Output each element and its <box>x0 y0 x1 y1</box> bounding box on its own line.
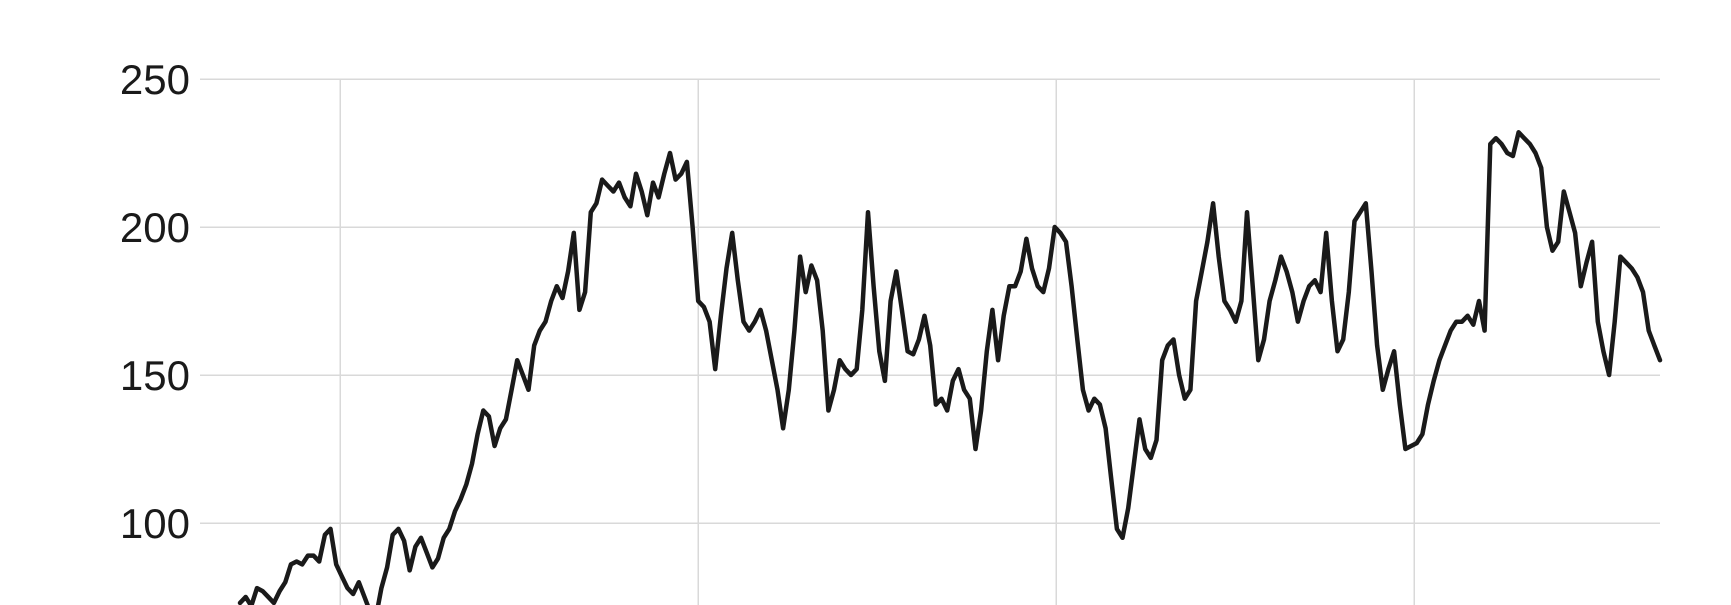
y-tick-label: 100 <box>120 500 190 547</box>
series-line-1 <box>237 130 1663 605</box>
grid <box>200 78 1660 605</box>
y-axis-ticks: 100 150 200 250 <box>120 56 190 547</box>
y-tick-label: 250 <box>120 56 190 103</box>
series-layer <box>237 130 1663 605</box>
y-tick-label: 200 <box>120 204 190 251</box>
y-tick-label: 150 <box>120 352 190 399</box>
